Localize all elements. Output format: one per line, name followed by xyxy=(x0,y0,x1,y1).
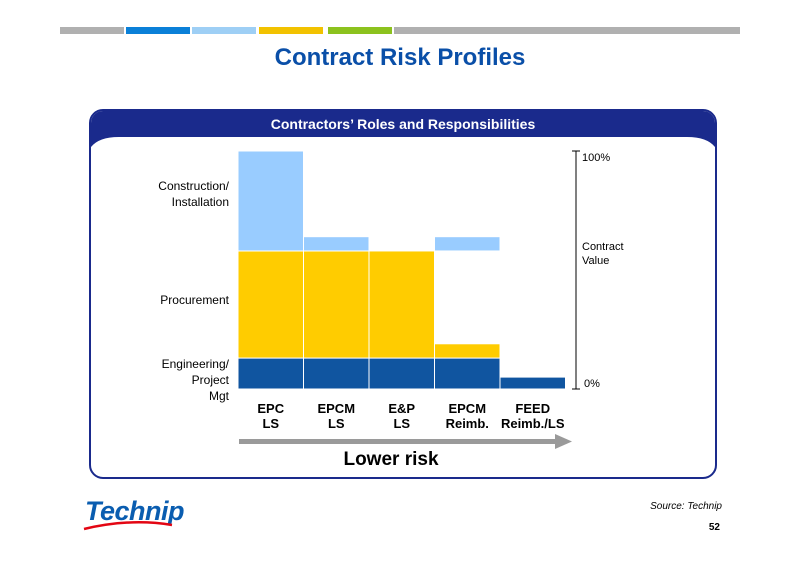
category-label: FEED Reimb./LS xyxy=(501,401,565,431)
bar-segment xyxy=(434,357,501,390)
page-title: Contract Risk Profiles xyxy=(274,44,526,71)
top-bar-segment xyxy=(394,27,740,34)
category-label: EPCM Reimb. xyxy=(446,401,489,431)
page-number: 52 xyxy=(708,522,720,533)
axis-label-contract-value: Contract Value xyxy=(582,241,624,267)
category-label: EPC LS xyxy=(257,401,284,431)
logo-swoosh-icon xyxy=(83,521,173,531)
arrow-label: Lower risk xyxy=(343,449,438,470)
top-bar-segment xyxy=(259,27,323,34)
bar-segment xyxy=(434,236,501,252)
source-note: Source: Technip xyxy=(650,501,722,512)
axis-label-0: 0% xyxy=(584,378,600,390)
series-label: Engineering/Project Mgt xyxy=(162,357,230,403)
series-label: Procurement xyxy=(160,293,229,307)
category-label: E&P LS xyxy=(388,401,415,431)
bar-segment xyxy=(368,250,435,359)
bar-segment xyxy=(237,357,304,390)
top-bar-segment xyxy=(192,27,256,34)
bar-segment xyxy=(434,343,501,359)
bar-segment xyxy=(303,357,370,390)
bar-segment xyxy=(368,357,435,390)
bar-segment xyxy=(303,250,370,359)
category-label: EPCM LS xyxy=(317,401,355,431)
top-bar-segment xyxy=(126,27,190,34)
bar-segment xyxy=(499,376,566,390)
bar-segment xyxy=(237,150,304,252)
risk-arrow-shaft xyxy=(239,439,557,444)
panel-header: Contractors’ Roles and Responsibilities xyxy=(91,111,715,137)
risk-arrow-head xyxy=(555,434,572,449)
technip-logo: Technip xyxy=(85,496,185,526)
series-label: Construction/Installation xyxy=(158,179,229,209)
top-bar-segment xyxy=(60,27,124,34)
axis-label-100: 100% xyxy=(582,152,610,164)
top-bar-segment xyxy=(328,27,392,34)
bar-segment xyxy=(237,250,304,359)
bar-segment xyxy=(303,236,370,252)
